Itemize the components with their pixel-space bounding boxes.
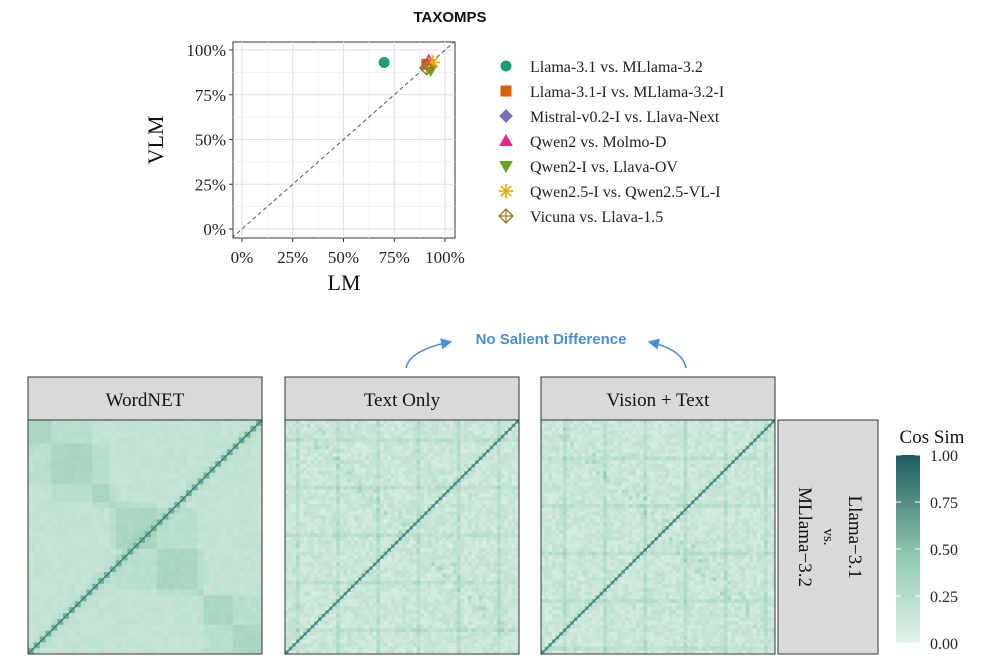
row-strip: Llama−3.1 vs. MLlama−3.2 (777, 419, 879, 655)
legend-label-4: Qwen2 vs. Molmo-D (530, 134, 666, 151)
heatmap-diagonal (540, 419, 776, 655)
annotation-text: No Salient Difference (476, 331, 627, 348)
scatter-axis-ticks: 0% 25% 50% 75% 100% 0% 25% 50% 75% 100% (186, 41, 465, 267)
row-strip-box (777, 419, 879, 655)
legend-marker-7 (498, 208, 514, 224)
legend-marker-1 (500, 60, 512, 72)
annotation-arrow-left (405, 338, 453, 369)
legend-marker-3 (499, 109, 513, 123)
facet-title-3: Vision + Text (607, 390, 711, 411)
facet-title-1: WordNET (106, 390, 185, 411)
legend-label-6: Qwen2.5-I vs. Qwen2.5-VL-I (530, 184, 721, 201)
scatter-chart: TAXOMPS 0% 25% 50% 75% 100% 0% 25% 50% 75% 100% L… (143, 9, 724, 295)
legend-marker-6 (498, 183, 514, 199)
x-tick-label: 25% (277, 248, 308, 267)
y-tick-label: 25% (195, 175, 226, 194)
x-tick-label: 75% (379, 248, 410, 267)
row-strip-line-1: Llama−3.1 (844, 496, 865, 579)
heatmap-facets: WordNET Text Only Vision + Text (27, 376, 776, 655)
scatter-title: TAXOMPS (413, 9, 486, 26)
heatmap-facet-2: Text Only (284, 376, 520, 655)
x-tick-label: 0% (231, 248, 254, 267)
facet-strip (540, 376, 776, 421)
colorbar-ticks: 1.00 0.75 0.50 0.25 0.00 (896, 448, 958, 653)
heatmap-facet-1: WordNET (27, 376, 263, 655)
heatmap-panel-border (540, 419, 776, 655)
heatmap-panel-border (284, 419, 520, 655)
heatmap-panel-border (27, 419, 263, 655)
colorbar-tick-label: 0.25 (930, 589, 958, 606)
row-strip-line-2: vs. (820, 528, 836, 545)
legend-label-7: Vicuna vs. Llava-1.5 (530, 209, 663, 226)
colorbar-tick-label: 0.00 (930, 636, 958, 653)
heatmap-cells (28, 420, 263, 655)
colorbar: Cos Sim 1.00 0.75 0.50 0.25 0.00 (896, 427, 965, 653)
x-tick-label: 50% (328, 248, 359, 267)
y-tick-label: 50% (195, 131, 226, 150)
colorbar-title: Cos Sim (900, 427, 965, 448)
x-tick-label: 100% (425, 248, 465, 267)
legend-marker-2 (500, 85, 512, 97)
facet-strip (284, 376, 520, 421)
heatmap-cells (285, 420, 520, 655)
scatter-point-1 (378, 57, 390, 69)
legend-label-5: Qwen2-I vs. Llava-OV (530, 159, 678, 176)
scatter-legend: Llama-3.1 vs. MLlama-3.2 Llama-3.1-I vs. … (498, 59, 724, 226)
facet-title-2: Text Only (364, 390, 441, 411)
y-tick-label: 0% (203, 220, 226, 239)
y-tick-label: 75% (195, 86, 226, 105)
legend-label-3: Mistral-v0.2-I vs. Llava-Next (530, 109, 720, 126)
annotation-arrow-right (647, 338, 687, 369)
x-axis-label: LM (328, 270, 361, 295)
legend-marker-5 (499, 161, 513, 174)
reference-diagonal-line (233, 42, 455, 238)
heatmap-diagonal (284, 419, 520, 655)
legend-label-2: Llama-3.1-I vs. MLlama-3.2-I (530, 84, 724, 101)
annotation: No Salient Difference (405, 331, 687, 369)
y-axis-label: VLM (143, 116, 168, 165)
colorbar-tick-label: 0.50 (930, 542, 958, 559)
legend-label-1: Llama-3.1 vs. MLlama-3.2 (530, 59, 703, 76)
heatmap-cells (541, 420, 776, 655)
row-strip-line-3: MLlama−3.2 (794, 487, 815, 587)
legend-marker-4 (499, 133, 513, 146)
colorbar-tick-label: 0.75 (930, 495, 958, 512)
scatter-point-7 (418, 60, 435, 76)
y-tick-label: 100% (186, 41, 226, 60)
heatmap-facet-3: Vision + Text (540, 376, 776, 655)
facet-strip (27, 376, 263, 421)
scatter-points (378, 53, 440, 77)
colorbar-tick-label: 1.00 (930, 448, 958, 465)
heatmap-diagonal (27, 419, 263, 655)
scatter-point-6 (425, 55, 440, 70)
